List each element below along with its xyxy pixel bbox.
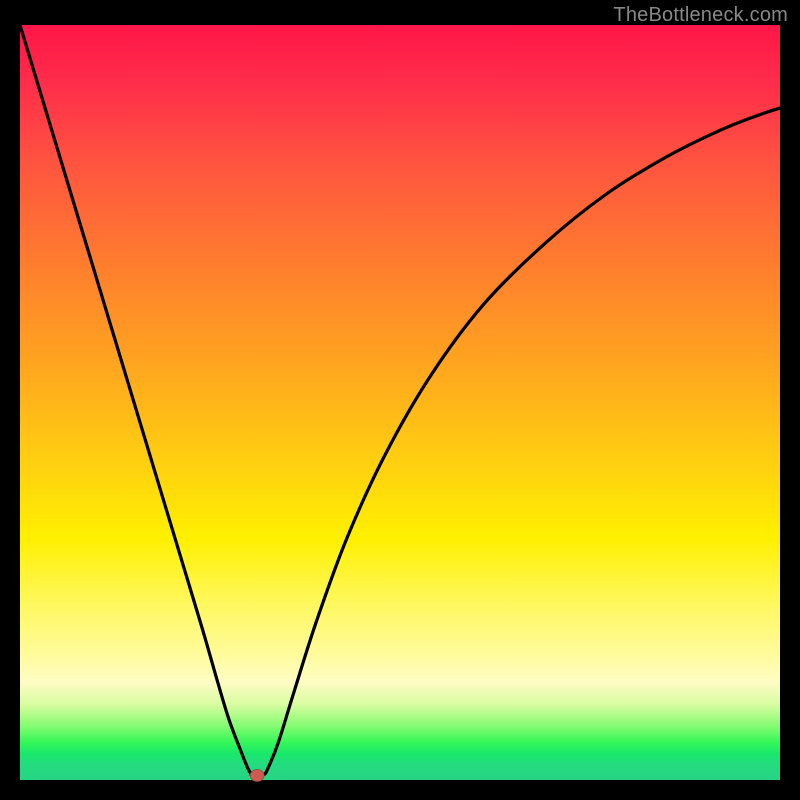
bottleneck-marker-dot [250,769,264,781]
bottleneck-curve-svg [20,25,780,780]
plot-area [20,25,780,780]
watermark-text: TheBottleneck.com [613,4,788,27]
bottleneck-curve [20,25,780,775]
